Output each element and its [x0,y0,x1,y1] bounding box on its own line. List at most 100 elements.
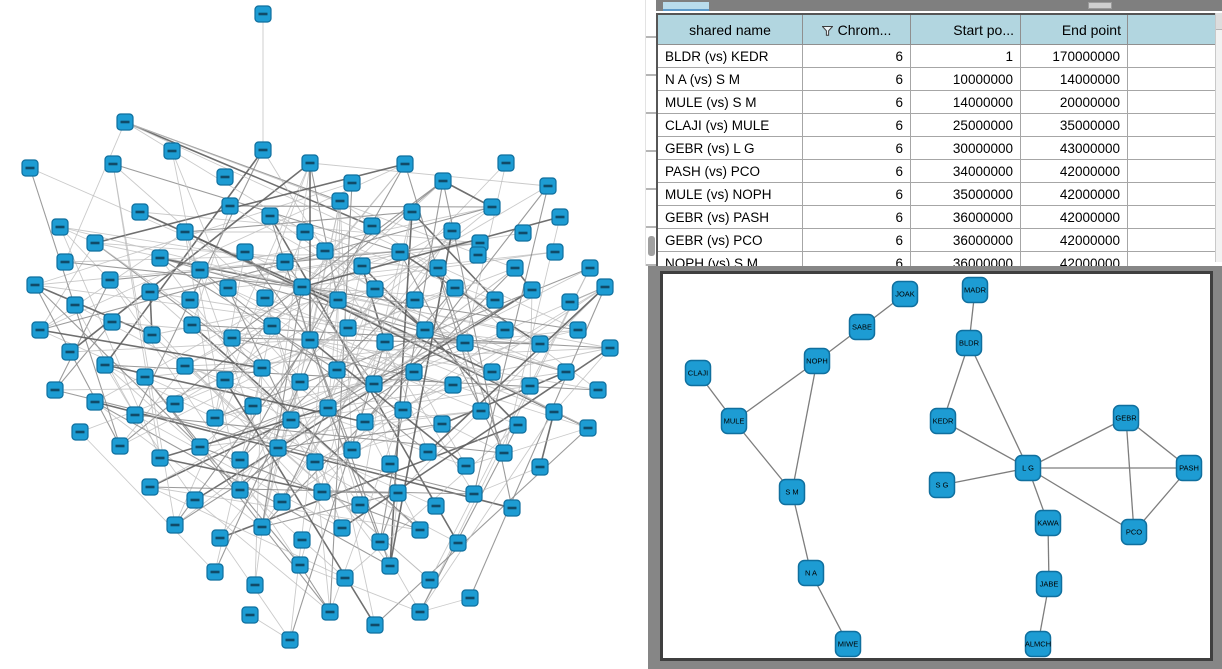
network-node[interactable] [1014,454,1042,482]
minimize-button[interactable] [1088,2,1112,9]
table-cell[interactable]: 170000000 [1020,44,1128,68]
table-row[interactable]: GEBR (vs) PCO636000000420000008.4 [656,228,1222,252]
table-cell[interactable]: 16.9 [1127,136,1222,160]
network-node[interactable] [1175,454,1203,482]
network-node[interactable] [803,347,831,375]
table-cell[interactable]: 6.6 [1127,67,1222,91]
table-cell[interactable]: 20000000 [1020,90,1128,114]
table-cell[interactable]: 5.9 [1127,113,1222,137]
table-cell[interactable]: MULE (vs) S M [656,90,803,114]
table-cell[interactable]: 10000000 [910,67,1021,91]
column-header[interactable]: Genetic... [1127,13,1222,45]
table-cell[interactable]: 43000000 [1020,136,1128,160]
right-network-canvas[interactable]: JOAK SABE NOPH CLAJI MULE S M N A MIWE MADR BLDR K… [663,274,1210,658]
network-node[interactable] [928,471,956,499]
left-network-canvas[interactable] [0,0,645,669]
table-cell[interactable]: 14000000 [910,90,1021,114]
table-cell[interactable]: CLAJI (vs) MULE [656,113,803,137]
network-node[interactable] [778,478,806,506]
network-edge[interactable] [1027,417,1127,469]
table-row[interactable]: GEBR (vs) PASH636000000420000008.9 [656,205,1222,229]
table-cell[interactable]: 8.4 [1127,228,1222,252]
network-edge[interactable] [733,360,818,422]
network-edge[interactable] [791,491,812,574]
table-cell[interactable]: BLDR (vs) KEDR [656,44,803,68]
column-header[interactable]: shared name [656,13,803,45]
table-row[interactable]: BLDR (vs) KEDR61170000000192.0 [656,44,1222,68]
node-label-mark [487,205,497,209]
table-cell[interactable]: 7.5 [1127,90,1222,114]
table-row[interactable]: MULE (vs) NOPH6350000004200000010.5 [656,182,1222,206]
table-cell[interactable]: 25000000 [910,113,1021,137]
table-cell[interactable]: 6 [802,67,911,91]
table-cell[interactable]: 42000000 [1020,205,1128,229]
table-row[interactable]: MULE (vs) S M614000000200000007.5 [656,90,1222,114]
table-cell[interactable]: PASH (vs) PCO [656,159,803,183]
scrollbar-button[interactable] [1216,13,1222,30]
network-edge[interactable] [941,467,1029,486]
table-cell[interactable]: 36000000 [910,205,1021,229]
table-row[interactable]: GEBR (vs) L G6300000004300000016.9 [656,136,1222,160]
table-row[interactable]: CLAJI (vs) MULE625000000350000005.9 [656,113,1222,137]
table-cell[interactable]: 30000000 [910,136,1021,160]
network-node[interactable] [848,313,876,341]
table-cell[interactable]: 6 [802,44,911,68]
network-edge [159,257,567,373]
table-cell[interactable]: GEBR (vs) L G [656,136,803,160]
network-node[interactable] [1024,630,1052,658]
network-node[interactable] [797,559,825,587]
table-cell[interactable]: 10.5 [1127,182,1222,206]
table-cell[interactable]: NOPH (vs) S M [656,251,803,276]
table-cell[interactable]: 34000000 [910,159,1021,183]
network-node[interactable] [955,329,983,357]
network-node[interactable] [929,407,957,435]
network-edge[interactable] [1027,467,1135,533]
network-edge[interactable] [791,360,818,493]
table-cell[interactable]: 6 [802,205,911,229]
table-cell[interactable]: 6 [802,182,911,206]
network-node[interactable] [1034,509,1062,537]
table-cell[interactable]: 42000000 [1020,182,1128,206]
table-cell[interactable]: GEBR (vs) PCO [656,228,803,252]
table-cell[interactable]: 6 [802,228,911,252]
table-cell[interactable]: GEBR (vs) PASH [656,205,803,229]
network-node[interactable] [891,280,919,308]
network-node[interactable] [1035,570,1063,598]
table-row[interactable]: N A (vs) S M610000000140000006.6 [656,67,1222,91]
scrollbar-thumb[interactable] [648,236,655,256]
table-cell[interactable]: N A (vs) S M [656,67,803,91]
network-edge[interactable] [942,420,1029,469]
column-header[interactable]: Chrom... [802,13,911,45]
network-node[interactable] [1120,518,1148,546]
table-cell[interactable]: 8.9 [1127,205,1222,229]
table-cell[interactable]: 192.0 [1127,44,1222,68]
table-cell[interactable]: 6 [802,136,911,160]
table-cell[interactable]: 42000000 [1020,228,1128,252]
network-node[interactable] [1112,404,1140,432]
table-cell[interactable]: 42000000 [1020,159,1128,183]
table-row[interactable]: PASH (vs) PCO6340000004200000011.4 [656,159,1222,183]
column-header[interactable]: Start po... [910,13,1021,45]
network-node[interactable] [684,359,712,387]
table-scrollbar[interactable] [1215,13,1222,262]
network-node[interactable] [834,630,862,658]
network-node[interactable] [961,276,989,304]
table-cell[interactable]: 35000000 [1020,113,1128,137]
table-cell[interactable]: 14000000 [1020,67,1128,91]
table-cell[interactable]: 11.4 [1127,159,1222,183]
filter-icon[interactable] [821,22,838,38]
table-cell[interactable]: 36000000 [910,228,1021,252]
table-cell[interactable]: 6 [802,90,911,114]
table-cell[interactable]: 35000000 [910,182,1021,206]
table-cell[interactable]: 1 [910,44,1021,68]
table-cell[interactable]: 6 [802,113,911,137]
table-cell[interactable]: MULE (vs) NOPH [656,182,803,206]
network-edge [134,149,264,416]
network-node[interactable] [720,407,748,435]
network-edge[interactable] [1125,417,1135,533]
panel-tab[interactable] [663,2,709,11]
column-header[interactable]: End point [1020,13,1128,45]
table-cell[interactable]: 6 [802,159,911,183]
network-edge[interactable] [968,342,1029,469]
vertical-scrollbar[interactable] [645,0,657,266]
